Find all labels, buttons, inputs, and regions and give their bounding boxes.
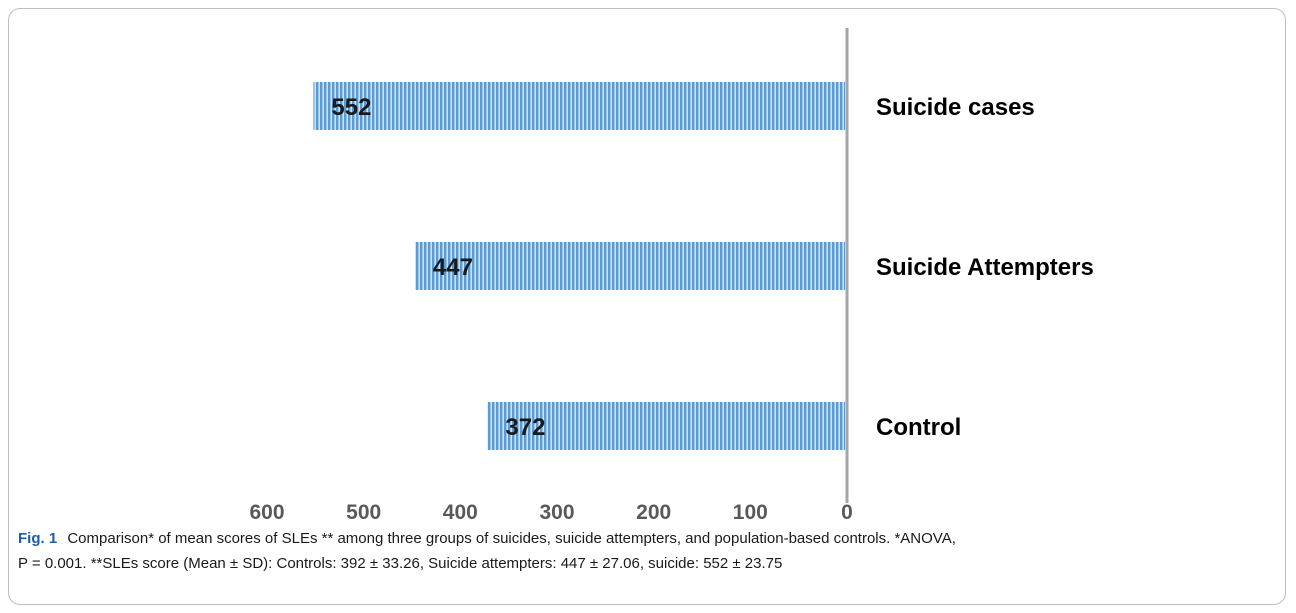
caption-line-2: P = 0.001. **SLEs score (Mean ± SD): Con… [18, 551, 1268, 576]
category-label-suicide-attempters: Suicide Attempters [876, 254, 1094, 281]
x-tick-label-400: 400 [443, 501, 478, 524]
category-label-control: Control [876, 414, 961, 441]
caption-text-1: Comparison* of mean scores of SLEs ** am… [67, 530, 956, 547]
x-tick-label-100: 100 [733, 501, 768, 524]
data-label-control: 372 [505, 414, 545, 441]
figure-label: Fig. 1 [18, 530, 58, 547]
caption-text-2: P = 0.001. **SLEs score (Mean ± SD): Con… [18, 555, 783, 572]
data-label-suicide-cases: 552 [331, 94, 371, 121]
x-tick-label-600: 600 [249, 501, 284, 524]
bar-suicide-attempters [414, 242, 845, 290]
x-tick-label-500: 500 [346, 501, 381, 524]
x-tick-label-300: 300 [539, 501, 574, 524]
x-tick-label-200: 200 [636, 501, 671, 524]
figure-caption: Fig. 1 Comparison* of mean scores of SLE… [18, 526, 1268, 576]
bar-chart: 552 447 372 Suicide cases Suicide Attempter… [249, 28, 1094, 524]
bar-suicide-cases [313, 82, 845, 130]
caption-line-1: Fig. 1 Comparison* of mean scores of SLE… [18, 526, 1268, 551]
bar-control [487, 402, 845, 450]
category-label-suicide-cases: Suicide cases [876, 94, 1035, 121]
x-tick-label-0: 0 [841, 501, 853, 524]
data-label-suicide-attempters: 447 [433, 254, 473, 281]
